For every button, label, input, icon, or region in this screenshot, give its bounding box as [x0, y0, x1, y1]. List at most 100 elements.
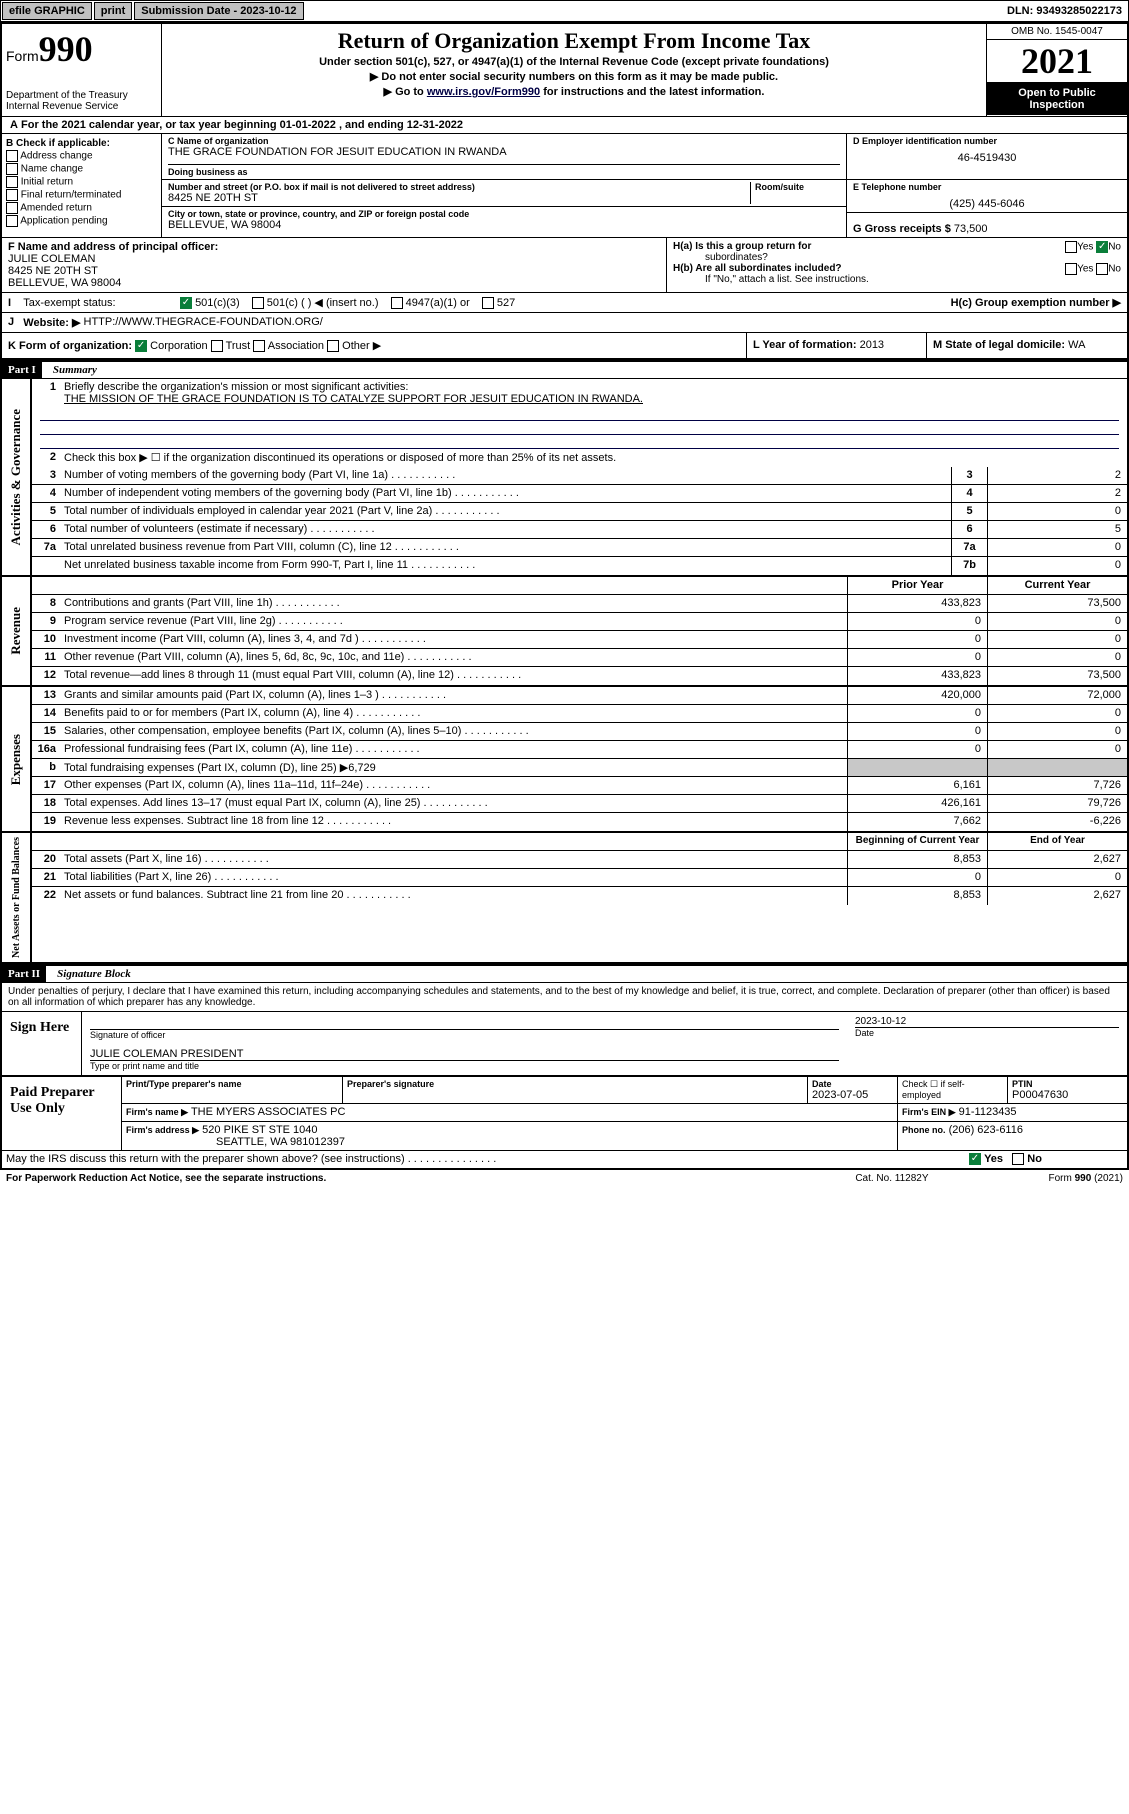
- chk-app-pending[interactable]: Application pending: [6, 215, 157, 227]
- year-formation: L Year of formation: 2013: [747, 333, 927, 358]
- type-name-label: Type or print name and title: [90, 1061, 839, 1071]
- col-b-checkboxes: B Check if applicable: Address change Na…: [2, 134, 162, 237]
- tax-status-row: I Tax-exempt status: ✓ 501(c)(3) 501(c) …: [2, 293, 1127, 313]
- part1-header: Part I Summary: [2, 360, 1127, 379]
- hc-group-exempt: H(c) Group exemption number ▶: [951, 296, 1121, 309]
- city-label: City or town, state or province, country…: [168, 209, 840, 219]
- gov-line: 7aTotal unrelated business revenue from …: [32, 539, 1127, 557]
- form-number: 990: [39, 29, 93, 69]
- firm-addr2: SEATTLE, WA 981012397: [126, 1136, 345, 1148]
- form-of-org: K Form of organization: ✓ Corporation Tr…: [2, 333, 747, 358]
- org-name: THE GRACE FOUNDATION FOR JESUIT EDUCATIO…: [168, 146, 840, 158]
- dln: DLN: 93493285022173: [1007, 5, 1128, 17]
- header-sub1: Under section 501(c), 527, or 4947(a)(1)…: [170, 56, 978, 68]
- firm-ein: 91-1123435: [959, 1106, 1017, 1118]
- row-a-period: A For the 2021 calendar year, or tax yea…: [2, 117, 1127, 134]
- phone-value: (425) 445-6046: [853, 198, 1121, 210]
- chk-527[interactable]: 527: [482, 297, 515, 309]
- sign-here-label: Sign Here: [2, 1012, 82, 1075]
- principal-officer: F Name and address of principal officer:…: [2, 238, 667, 292]
- state-domicile: M State of legal domicile: WA: [927, 333, 1127, 358]
- exp-line: 19Revenue less expenses. Subtract line 1…: [32, 813, 1127, 831]
- ptin: P00047630: [1012, 1089, 1123, 1101]
- exp-line: 16aProfessional fundraising fees (Part I…: [32, 741, 1127, 759]
- ein-value: 46-4519430: [853, 152, 1121, 164]
- irs-link[interactable]: www.irs.gov/Form990: [427, 86, 540, 98]
- gov-line: 3Number of voting members of the governi…: [32, 467, 1127, 485]
- chk-amended[interactable]: Amended return: [6, 202, 157, 214]
- firm-phone: (206) 623-6116: [949, 1124, 1023, 1136]
- header-sub3: ▶ Go to www.irs.gov/Form990 for instruct…: [170, 85, 978, 98]
- line2: Check this box ▶ ☐ if the organization d…: [60, 449, 1127, 467]
- dept-treasury: Department of the Treasury: [6, 90, 157, 101]
- bal-line: 22Net assets or fund balances. Subtract …: [32, 887, 1127, 905]
- may-irs-discuss: May the IRS discuss this return with the…: [2, 1151, 967, 1168]
- gov-line: Net unrelated business taxable income fr…: [32, 557, 1127, 575]
- firm-name: THE MYERS ASSOCIATES PC: [191, 1106, 345, 1118]
- rev-line: 8Contributions and grants (Part VIII, li…: [32, 595, 1127, 613]
- print-btn[interactable]: print: [94, 2, 132, 20]
- bal-line: 20Total assets (Part X, line 16) 8,8532,…: [32, 851, 1127, 869]
- exp-line: 15Salaries, other compensation, employee…: [32, 723, 1127, 741]
- gov-line: 5Total number of individuals employed in…: [32, 503, 1127, 521]
- phone-label: E Telephone number: [853, 182, 1121, 192]
- paid-preparer-label: Paid Preparer Use Only: [2, 1077, 122, 1150]
- hb-subordinates: H(b) Are all subordinates included? Yes …: [673, 263, 1121, 274]
- sig-date: 2023-10-12: [855, 1016, 1119, 1028]
- officer-name: JULIE COLEMAN PRESIDENT: [90, 1048, 839, 1061]
- chk-4947[interactable]: 4947(a)(1) or: [391, 297, 470, 309]
- gov-line: 4Number of independent voting members of…: [32, 485, 1127, 503]
- addr-street: 8425 NE 20TH ST: [168, 192, 750, 204]
- website-row: J Website: ▶ HTTP://WWW.THEGRACE-FOUNDAT…: [2, 313, 1127, 333]
- vert-balances: Net Assets or Fund Balances: [9, 833, 24, 962]
- sig-officer-label: Signature of officer: [90, 1030, 839, 1040]
- form-title: Return of Organization Exempt From Incom…: [170, 28, 978, 54]
- ein-label: D Employer identification number: [853, 136, 1121, 146]
- dba-label: Doing business as: [168, 167, 840, 177]
- website-url[interactable]: HTTP://WWW.THEGRACE-FOUNDATION.ORG/: [84, 316, 323, 329]
- chk-501c[interactable]: 501(c) ( ) ◀ (insert no.): [252, 296, 379, 309]
- gov-line: 6Total number of volunteers (estimate if…: [32, 521, 1127, 539]
- city-value: BELLEVUE, WA 98004: [168, 219, 840, 231]
- date-label: Date: [855, 1028, 1119, 1038]
- efile-btn[interactable]: efile GRAPHIC: [2, 2, 92, 20]
- exp-line: 18Total expenses. Add lines 13–17 (must …: [32, 795, 1127, 813]
- perjury-declaration: Under penalties of perjury, I declare th…: [2, 983, 1127, 1011]
- footer-pra: For Paperwork Reduction Act Notice, see …: [6, 1173, 326, 1184]
- chk-final-return[interactable]: Final return/terminated: [6, 189, 157, 201]
- form-header: Form990 Department of the Treasury Inter…: [2, 24, 1127, 117]
- prep-date: 2023-07-05: [812, 1089, 893, 1101]
- open-inspection: Open to Public Inspection: [987, 82, 1127, 115]
- vert-revenue: Revenue: [6, 603, 26, 659]
- rev-line: 12Total revenue—add lines 8 through 11 (…: [32, 667, 1127, 685]
- rev-line: 11Other revenue (Part VIII, column (A), …: [32, 649, 1127, 667]
- org-name-label: C Name of organization: [168, 136, 840, 146]
- part2-header: Part II Signature Block: [2, 964, 1127, 983]
- ha-group-return: H(a) Is this a group return for Yes ✓No: [673, 241, 1121, 252]
- chk-initial-return[interactable]: Initial return: [6, 176, 157, 188]
- rev-line: 10Investment income (Part VIII, column (…: [32, 631, 1127, 649]
- exp-line: 13Grants and similar amounts paid (Part …: [32, 687, 1127, 705]
- gross-receipts-value: 73,500: [954, 223, 988, 235]
- footer-cat: Cat. No. 11282Y: [855, 1173, 928, 1184]
- topbar: efile GRAPHIC print Submission Date - 20…: [0, 0, 1129, 22]
- chk-address-change[interactable]: Address change: [6, 150, 157, 162]
- bal-line: 21Total liabilities (Part X, line 26) 00: [32, 869, 1127, 887]
- addr-label: Number and street (or P.O. box if mail i…: [168, 182, 750, 192]
- chk-name-change[interactable]: Name change: [6, 163, 157, 175]
- vert-governance: Activities & Governance: [6, 405, 26, 549]
- vert-expenses: Expenses: [6, 730, 26, 789]
- omb-no: OMB No. 1545-0047: [987, 24, 1127, 40]
- exp-line: 17Other expenses (Part IX, column (A), l…: [32, 777, 1127, 795]
- header-sub2: ▶ Do not enter social security numbers o…: [170, 70, 978, 83]
- self-employed-chk[interactable]: Check ☐ if self-employed: [897, 1077, 1007, 1103]
- chk-501c3[interactable]: ✓ 501(c)(3): [180, 297, 240, 309]
- rev-line: 9Program service revenue (Part VIII, lin…: [32, 613, 1127, 631]
- form-label: Form: [6, 48, 39, 64]
- exp-line: bTotal fundraising expenses (Part IX, co…: [32, 759, 1127, 777]
- line1-mission: THE MISSION OF THE GRACE FOUNDATION IS T…: [64, 393, 643, 405]
- footer-form: Form 990 (2021): [1049, 1173, 1123, 1184]
- tax-year: 2021: [987, 40, 1127, 82]
- exp-line: 14Benefits paid to or for members (Part …: [32, 705, 1127, 723]
- room-label: Room/suite: [755, 182, 840, 192]
